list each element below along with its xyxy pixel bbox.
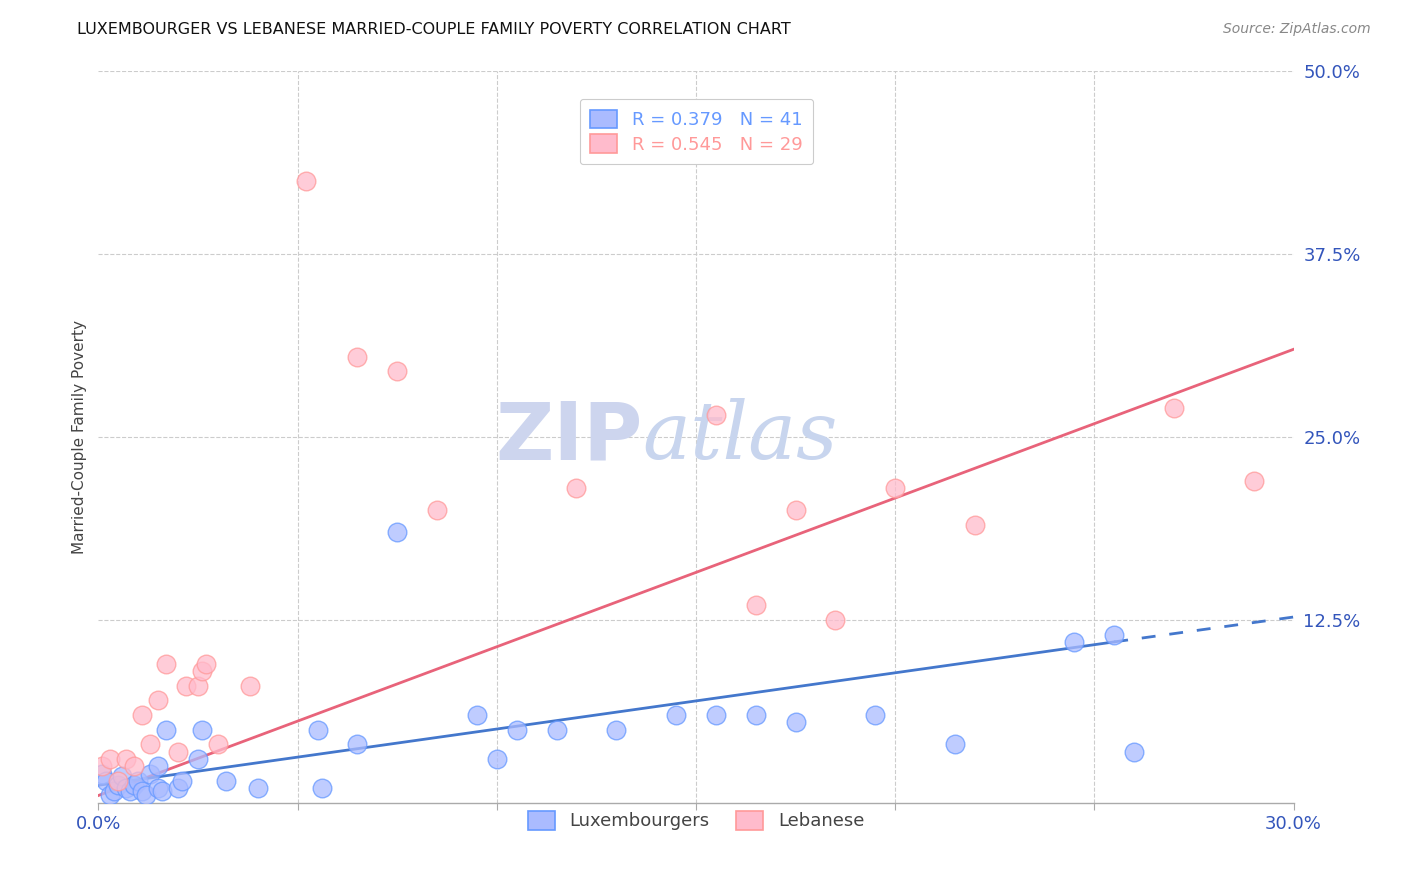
Point [139, 766, 162, 780]
Point [385, 525, 409, 540]
Point [745, 599, 768, 613]
Point [824, 613, 846, 627]
Point [963, 517, 986, 532]
Point [148, 693, 170, 707]
Point [465, 708, 488, 723]
Point [172, 773, 194, 788]
Point [215, 773, 238, 788]
Point [148, 781, 170, 796]
Point [239, 679, 262, 693]
Point [191, 664, 214, 678]
Text: atlas: atlas [643, 399, 838, 475]
Point [207, 737, 229, 751]
Point [1163, 401, 1185, 415]
Text: ZIP: ZIP [495, 398, 643, 476]
Point [1123, 745, 1146, 759]
Point [115, 781, 138, 796]
Point [127, 773, 149, 788]
Point [91, 759, 114, 773]
Text: LUXEMBOURGER VS LEBANESE MARRIED-COUPLE FAMILY POVERTY CORRELATION CHART: LUXEMBOURGER VS LEBANESE MARRIED-COUPLE … [77, 22, 792, 37]
Point [704, 408, 727, 422]
Point [307, 723, 329, 737]
Point [704, 708, 727, 723]
Point [884, 481, 907, 495]
Point [139, 737, 162, 751]
Point [191, 723, 214, 737]
Point [150, 784, 173, 798]
Point [195, 657, 218, 671]
Point [1063, 635, 1085, 649]
Point [155, 657, 177, 671]
Point [943, 737, 966, 751]
Point [246, 781, 269, 796]
Point [96, 773, 118, 788]
Point [605, 723, 627, 737]
Point [91, 766, 114, 780]
Point [174, 679, 197, 693]
Point [745, 708, 768, 723]
Point [155, 723, 177, 737]
Text: Source: ZipAtlas.com: Source: ZipAtlas.com [1223, 22, 1371, 37]
Point [107, 778, 129, 792]
Point [187, 752, 209, 766]
Point [167, 781, 190, 796]
Point [546, 723, 568, 737]
Legend: Luxembourgers, Lebanese: Luxembourgers, Lebanese [520, 804, 872, 838]
Point [346, 737, 368, 751]
Point [148, 759, 170, 773]
Point [665, 708, 688, 723]
Point [426, 503, 449, 517]
Point [111, 769, 134, 783]
Point [167, 745, 190, 759]
Point [131, 708, 153, 723]
Point [187, 679, 209, 693]
Point [124, 759, 146, 773]
Point [865, 708, 887, 723]
Point [115, 752, 138, 766]
Point [120, 784, 142, 798]
Point [135, 789, 157, 803]
Point [311, 781, 333, 796]
Point [131, 784, 153, 798]
Point [785, 715, 807, 730]
Point [785, 503, 807, 517]
Point [1104, 627, 1126, 641]
Point [98, 789, 122, 803]
Y-axis label: Married-Couple Family Poverty: Married-Couple Family Poverty [72, 320, 87, 554]
Point [385, 364, 409, 378]
Point [98, 752, 122, 766]
Point [1243, 474, 1265, 488]
Point [485, 752, 508, 766]
Point [565, 481, 588, 495]
Point [124, 778, 146, 792]
Point [107, 773, 129, 788]
Point [346, 350, 368, 364]
Point [294, 174, 316, 188]
Point [506, 723, 529, 737]
Point [103, 784, 125, 798]
